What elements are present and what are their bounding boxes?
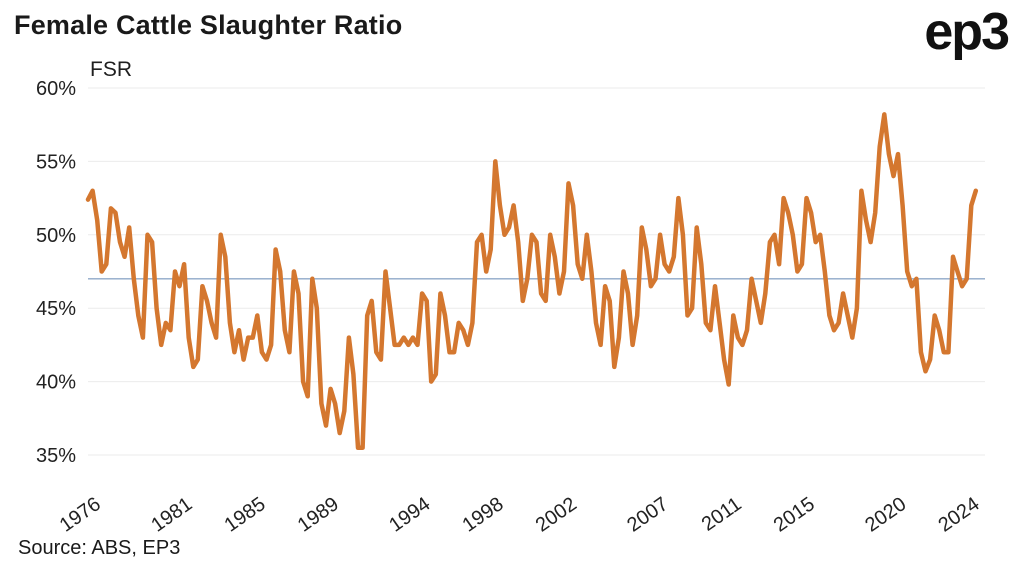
- x-axis-tick-label: 1989: [294, 493, 343, 537]
- source-note: Source: ABS, EP3: [18, 537, 181, 559]
- y-axis-tick-label: 35%: [36, 445, 76, 467]
- y-axis-tick-label: 50%: [36, 225, 76, 247]
- x-axis-tick-label: 1981: [147, 493, 196, 537]
- ep3-logo: ep3: [924, 3, 1010, 61]
- page-title: Female Cattle Slaughter Ratio: [14, 10, 403, 40]
- x-axis-tick-label: 1976: [56, 493, 105, 537]
- x-axis-tick-label: 1998: [459, 493, 508, 537]
- fsr-series-line: [85, 112, 979, 450]
- x-axis-tick-label: 2002: [532, 493, 581, 537]
- y-axis-tick-label: 45%: [36, 298, 76, 320]
- y-axis-tick-label: 55%: [36, 151, 76, 173]
- x-axis-tick-label: 2024: [934, 493, 983, 537]
- y-axis-tick-label: 40%: [36, 372, 76, 394]
- y-axis-tick-label: 60%: [36, 78, 76, 100]
- x-axis-tick-label: 2015: [770, 493, 819, 537]
- x-axis-tick-label: 2011: [698, 493, 746, 536]
- series-label: FSR: [90, 58, 132, 81]
- x-axis-tick-label: 1994: [385, 493, 434, 537]
- x-axis-tick-label: 2020: [861, 493, 910, 537]
- x-axis-tick-label: 2007: [623, 493, 672, 537]
- x-axis-tick-label: 1985: [221, 493, 270, 537]
